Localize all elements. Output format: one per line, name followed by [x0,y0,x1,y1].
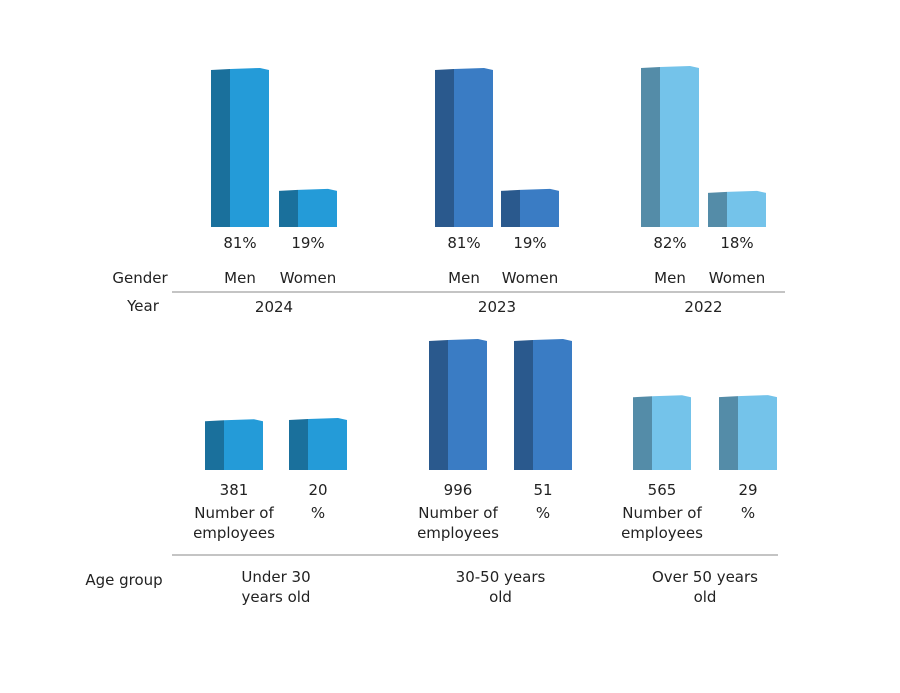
category-label: % [535,504,551,522]
category-label: Men [448,269,480,287]
value-label: 20 [308,481,328,499]
bar-front [308,418,347,470]
bar-side [429,340,448,470]
category-label: Men [224,269,256,287]
axis-title: Gender [112,269,168,287]
value-label: 82% [653,234,687,252]
bar-front [738,395,777,470]
category-label: Men [654,269,686,287]
category-label: Women [279,269,337,287]
value-label: 51 [533,481,553,499]
bar-side [641,67,660,227]
bar-side [205,420,224,470]
value-label: 996 [443,481,473,499]
bar-front [520,188,559,227]
bar-front [298,188,337,227]
category-label: Number of employees [621,504,703,542]
group-label: Over 50 years old [652,568,758,606]
bar-side [719,396,738,470]
value-label: 81% [447,234,481,252]
bar-side [501,189,520,227]
bar-side [211,68,230,227]
axis-title: Age group [85,571,163,589]
group-label: 30-50 years old [455,568,546,606]
group-axis-title: Year [127,297,159,315]
category-label: Number of employees [193,504,275,542]
bar-front [224,419,263,470]
group-label: 2022 [684,298,723,316]
value-label: 18% [720,234,754,252]
bar-front [660,66,699,227]
value-label: 29 [738,481,758,499]
bar-front [652,395,691,470]
bar-front [230,67,269,227]
category-label: % [740,504,756,522]
bar-front [727,190,766,227]
bar-side [708,191,727,227]
bar-side [435,68,454,227]
value-label: 19% [291,234,325,252]
category-label: % [310,504,326,522]
category-label: Women [501,269,559,287]
value-label: 565 [647,481,677,499]
bar-front [448,339,487,470]
value-label: 19% [513,234,547,252]
group-label: 2023 [477,298,517,316]
bar-front [533,339,572,470]
category-label: Women [708,269,766,287]
bar-front [454,67,493,227]
value-label: 81% [223,234,257,252]
bar-side [289,419,308,470]
bar-side [279,189,298,227]
bar-side [633,396,652,470]
group-label: Under 30 years old [241,568,311,606]
bar-side [514,340,533,470]
value-label: 381 [219,481,249,499]
category-label: Number of employees [417,504,499,542]
group-label: 2024 [254,298,294,316]
